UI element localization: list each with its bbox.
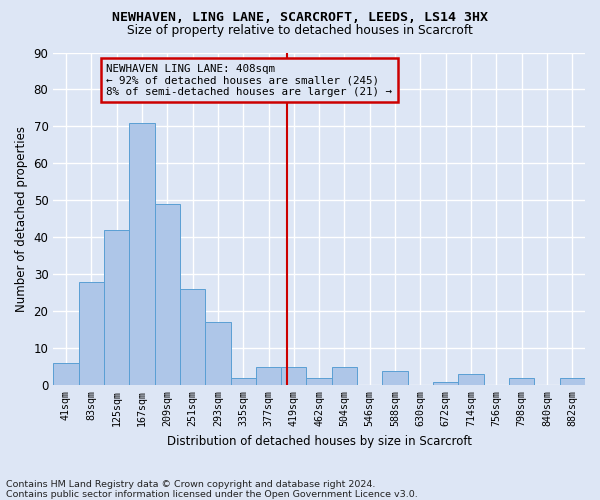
Bar (79, 282, 104, 386)
Bar (560, 378, 585, 386)
Bar (307, 378, 332, 386)
Bar (155, 204, 180, 386)
X-axis label: Distribution of detached houses by size in Scarcroft: Distribution of detached houses by size … (167, 434, 472, 448)
Bar (433, 382, 458, 386)
Y-axis label: Number of detached properties: Number of detached properties (15, 126, 28, 312)
Bar (53, 363, 79, 386)
Text: Contains public sector information licensed under the Open Government Licence v3: Contains public sector information licen… (6, 490, 418, 499)
Bar (281, 367, 307, 386)
Bar (382, 370, 408, 386)
Bar (104, 230, 129, 386)
Bar (230, 378, 256, 386)
Text: Contains HM Land Registry data © Crown copyright and database right 2024.: Contains HM Land Registry data © Crown c… (6, 480, 376, 489)
Bar (256, 367, 281, 386)
Bar (458, 374, 484, 386)
Bar (205, 322, 230, 386)
Bar (180, 289, 205, 386)
Bar (332, 367, 357, 386)
Text: NEWHAVEN, LING LANE, SCARCROFT, LEEDS, LS14 3HX: NEWHAVEN, LING LANE, SCARCROFT, LEEDS, L… (112, 11, 488, 24)
Bar (509, 378, 535, 386)
Bar (129, 123, 155, 386)
Text: Size of property relative to detached houses in Scarcroft: Size of property relative to detached ho… (127, 24, 473, 37)
Text: NEWHAVEN LING LANE: 408sqm
← 92% of detached houses are smaller (245)
8% of semi: NEWHAVEN LING LANE: 408sqm ← 92% of deta… (106, 64, 392, 97)
